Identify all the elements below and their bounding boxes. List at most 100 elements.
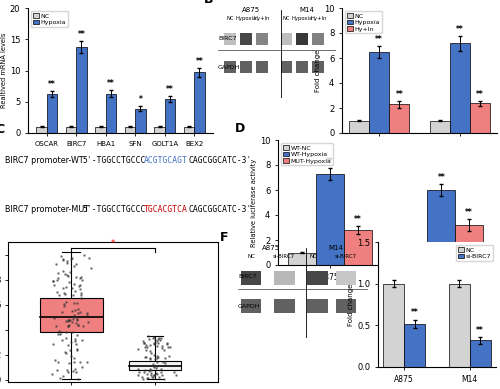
Point [72, 347, 80, 353]
Point [156, 374, 164, 380]
Point [64, 342, 72, 348]
Point [70, 312, 78, 319]
Text: **: ** [466, 208, 473, 217]
Point [66, 279, 74, 286]
Point [164, 340, 172, 347]
Text: A875: A875 [242, 7, 260, 13]
Point [143, 375, 151, 381]
Point [146, 367, 154, 373]
Point [68, 319, 76, 325]
Text: **: ** [476, 326, 484, 335]
Point [149, 361, 157, 368]
Point [134, 366, 142, 372]
Point [68, 285, 76, 291]
Bar [256, 61, 268, 74]
Point [156, 366, 164, 372]
Text: BIRC7: BIRC7 [238, 274, 256, 279]
Point [154, 342, 162, 349]
Bar [46, 94, 57, 133]
Bar [369, 52, 390, 133]
Point [72, 274, 80, 280]
Text: **: ** [476, 89, 484, 99]
Point [72, 317, 80, 323]
Point [154, 359, 162, 365]
Bar [296, 33, 308, 45]
Bar [344, 230, 371, 265]
Point [63, 272, 71, 278]
Point [54, 270, 62, 276]
Point [142, 347, 150, 354]
Bar [274, 299, 295, 313]
Bar [312, 61, 324, 74]
Bar [288, 252, 316, 265]
Point [50, 277, 58, 284]
Point [70, 300, 78, 306]
Point [58, 309, 66, 315]
Point [170, 369, 178, 375]
Bar [36, 127, 46, 133]
Point [60, 301, 68, 307]
Point [66, 347, 74, 353]
Point [158, 343, 166, 349]
Bar [96, 127, 106, 133]
Point [72, 314, 80, 321]
Text: Hypoxia: Hypoxia [292, 16, 313, 21]
Bar [240, 299, 262, 313]
Point [144, 375, 152, 381]
Point [154, 336, 162, 343]
Text: B: B [204, 0, 214, 6]
Bar [400, 252, 427, 265]
Text: CAGCGGCATC-3': CAGCGGCATC-3' [189, 156, 252, 165]
Point [140, 340, 148, 346]
Text: *: * [138, 95, 142, 104]
Point [154, 340, 162, 346]
Y-axis label: Fold change: Fold change [315, 49, 321, 92]
Point [64, 316, 72, 322]
Bar [428, 190, 456, 265]
Point [153, 338, 161, 344]
Bar [154, 127, 165, 133]
Point [69, 314, 77, 320]
Point [74, 310, 82, 316]
Point [60, 256, 68, 262]
Bar [76, 47, 86, 133]
Point [151, 337, 159, 343]
Point [64, 317, 72, 324]
Bar [125, 127, 136, 133]
Point [74, 322, 82, 328]
Point [54, 367, 62, 373]
Point [76, 282, 84, 288]
Point [54, 275, 62, 281]
Point [146, 370, 154, 376]
Point [62, 335, 70, 341]
Point [70, 366, 78, 372]
Text: *: * [111, 238, 115, 248]
Point [73, 315, 81, 322]
Point [57, 253, 65, 259]
Point [54, 358, 62, 364]
Text: **: ** [396, 89, 403, 99]
Point [146, 342, 154, 348]
Text: CAGCGGCATC-3': CAGCGGCATC-3' [189, 205, 252, 214]
Bar [349, 121, 369, 133]
Text: **: ** [376, 35, 383, 44]
Text: BIRC7 promoter-MUT: BIRC7 promoter-MUT [5, 205, 89, 214]
Point [158, 359, 166, 365]
Bar [256, 33, 268, 45]
Point [141, 367, 149, 373]
Point [66, 269, 74, 275]
Text: Hypoxia: Hypoxia [235, 16, 256, 21]
Point [161, 355, 169, 361]
Point [74, 332, 82, 338]
Point [65, 359, 73, 366]
Point [56, 331, 64, 337]
Point [70, 336, 78, 342]
Point [61, 291, 69, 297]
Point [74, 321, 82, 328]
Point [154, 335, 162, 342]
Point [64, 323, 72, 329]
Point [72, 369, 80, 375]
Bar [430, 121, 450, 133]
Point [83, 309, 91, 315]
Point [60, 268, 68, 274]
